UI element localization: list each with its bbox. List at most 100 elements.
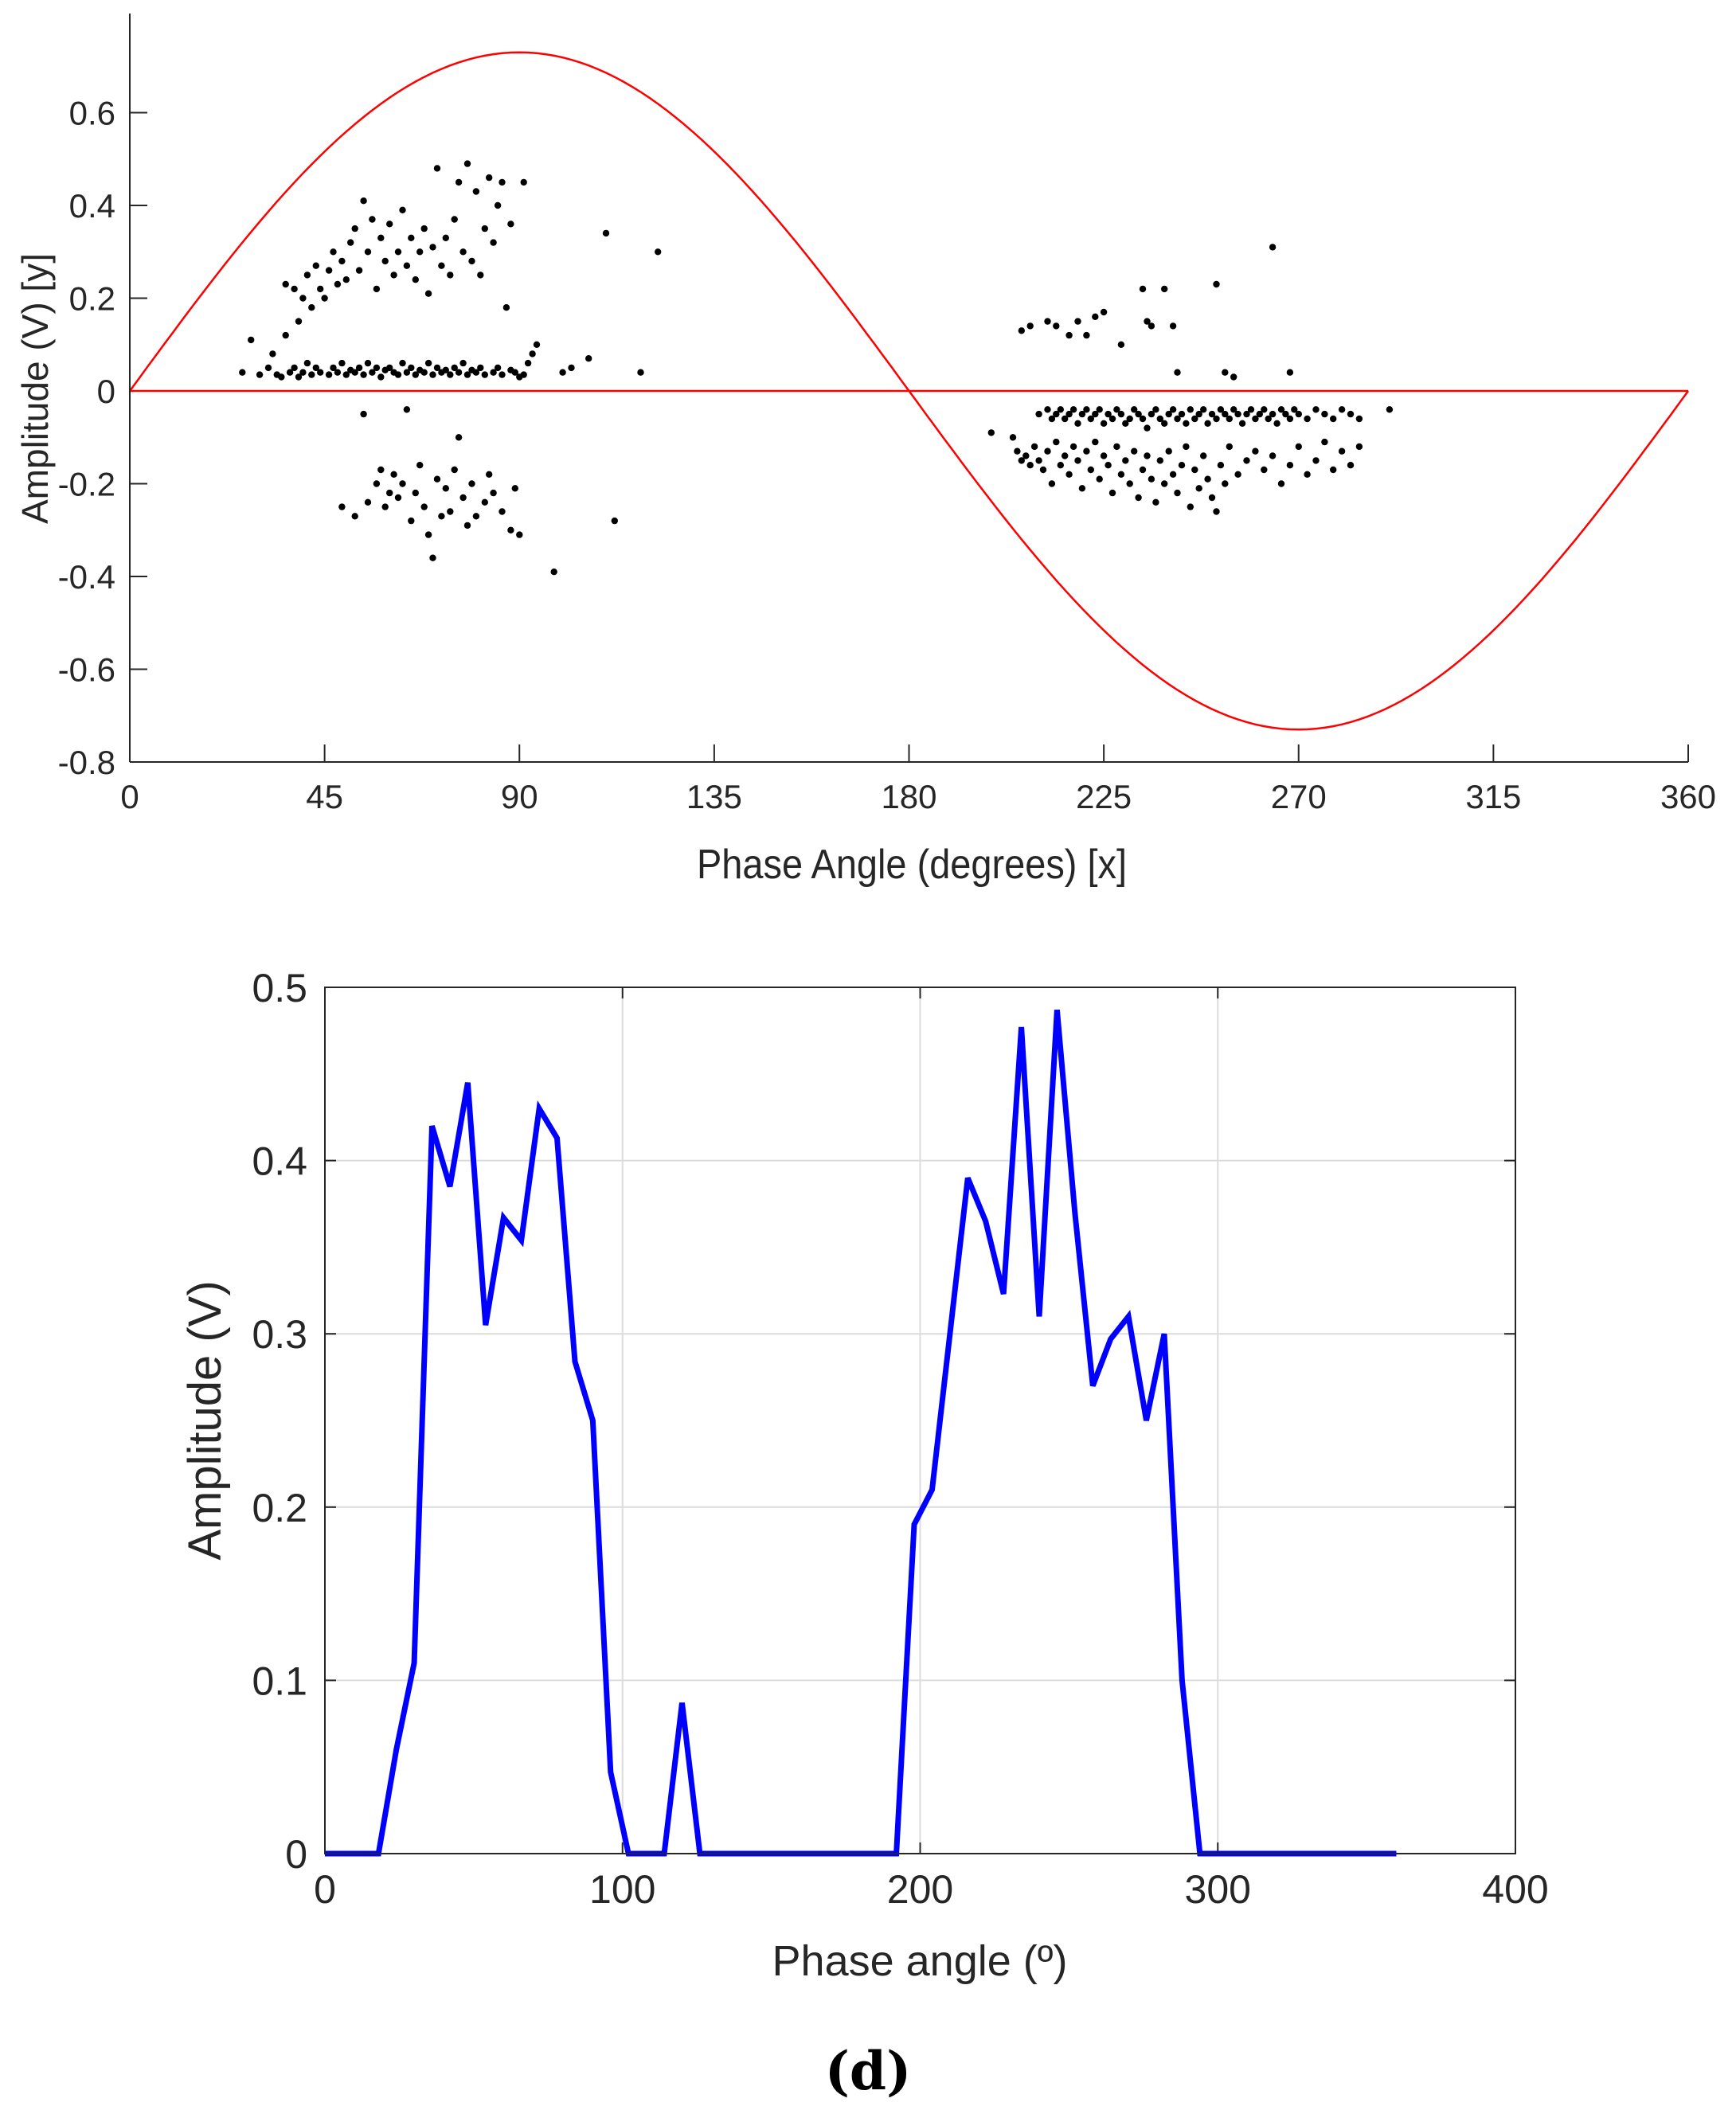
- scatter-point: [1018, 457, 1026, 464]
- scatter-point: [1148, 322, 1155, 330]
- scatter-point: [490, 239, 497, 246]
- scatter-point: [303, 272, 311, 279]
- scatter-point: [1100, 308, 1108, 316]
- scatter-point: [1083, 331, 1090, 339]
- scatter-point: [424, 531, 432, 538]
- scatter-point: [269, 350, 276, 358]
- line-y-tick-label: 0.1: [252, 1659, 307, 1703]
- scatter-point: [429, 554, 436, 561]
- scatter-point: [455, 369, 463, 376]
- scatter-point: [256, 371, 264, 378]
- scatter-point: [312, 262, 319, 269]
- scatter-point: [1213, 415, 1220, 423]
- scatter-point: [317, 369, 324, 376]
- scatter-x-tick-label: 225: [1076, 778, 1132, 815]
- scatter-point: [347, 239, 354, 246]
- scatter-point: [1074, 420, 1081, 427]
- scatter-point: [481, 498, 488, 506]
- scatter-point: [1030, 443, 1038, 451]
- scatter-point: [507, 526, 514, 533]
- scatter-point: [412, 489, 419, 497]
- scatter-point: [585, 355, 592, 362]
- scatter-point: [1169, 322, 1177, 330]
- scatter-point: [291, 285, 298, 293]
- scatter-point: [1234, 410, 1241, 418]
- scatter-point: [381, 257, 389, 265]
- scatter-point: [1273, 420, 1280, 427]
- scatter-point: [455, 434, 463, 441]
- scatter-point: [360, 371, 367, 378]
- scatter-point: [1156, 415, 1164, 423]
- scatter-point: [1044, 318, 1051, 325]
- scatter-point: [655, 248, 662, 256]
- scatter-y-tick-label: 0.2: [69, 280, 115, 318]
- line-y-tick-label: 0.5: [252, 966, 307, 1010]
- scatter-point: [1165, 447, 1172, 455]
- scatter-point: [550, 569, 557, 576]
- scatter-point: [286, 369, 294, 376]
- scatter-point: [429, 371, 436, 378]
- line-x-tick-label: 100: [589, 1867, 655, 1912]
- scatter-point: [459, 494, 467, 502]
- scatter-point: [1139, 466, 1147, 474]
- scatter-point: [494, 364, 502, 372]
- scatter-point: [1183, 420, 1190, 427]
- scatter-point: [433, 364, 441, 372]
- scatter-point: [1195, 410, 1202, 418]
- scatter-point: [408, 364, 415, 372]
- scatter-point: [502, 304, 510, 311]
- scatter-point: [1386, 406, 1394, 413]
- scatter-y-tick-label: -0.6: [58, 651, 115, 689]
- scatter-point: [468, 480, 475, 487]
- scatter-point: [442, 234, 449, 241]
- scatter-point: [1277, 480, 1285, 487]
- scatter-point: [408, 234, 415, 241]
- scatter-point: [1044, 447, 1051, 455]
- scatter-point: [477, 272, 484, 279]
- scatter-point: [1144, 424, 1151, 432]
- scatter-point: [1187, 503, 1194, 510]
- scatter-point: [1022, 452, 1030, 459]
- scatter-point: [264, 364, 272, 372]
- scatter-point: [342, 371, 350, 378]
- scatter-point: [278, 373, 285, 381]
- scatter-point: [442, 366, 449, 373]
- scatter-point: [420, 369, 428, 376]
- scatter-point: [420, 503, 428, 510]
- scatter-point: [239, 369, 246, 376]
- scatter-point: [1105, 410, 1112, 418]
- scatter-point: [342, 276, 350, 283]
- scatter-point: [447, 508, 454, 515]
- scatter-point: [433, 475, 441, 483]
- scatter-point: [303, 359, 311, 367]
- scatter-point: [399, 359, 406, 367]
- scatter-point: [291, 364, 298, 372]
- scatter-point: [386, 221, 393, 228]
- scatter-y-tick-label: 0.6: [69, 95, 115, 132]
- scatter-point: [386, 489, 393, 497]
- scatter-x-tick-label: 90: [501, 778, 538, 815]
- scatter-y-tick-label: -0.4: [58, 558, 115, 596]
- scatter-point: [416, 248, 424, 256]
- scatter-point: [516, 531, 523, 538]
- scatter-point: [1234, 471, 1241, 478]
- scatter-point: [248, 336, 255, 344]
- scatter-point: [360, 410, 367, 418]
- scatter-point: [394, 248, 402, 256]
- scatter-point: [394, 371, 402, 378]
- line-plot-frame: [324, 987, 1516, 1854]
- scatter-reference-curves: [128, 51, 1690, 731]
- scatter-point: [529, 350, 536, 358]
- line-x-tick-label: 300: [1185, 1867, 1251, 1912]
- scatter-point: [1282, 410, 1289, 418]
- scatter-point: [295, 373, 303, 381]
- scatter-point: [1312, 457, 1320, 464]
- scatter-point: [1295, 410, 1303, 418]
- scatter-point: [1230, 373, 1237, 381]
- scatter-point: [377, 466, 385, 474]
- scatter-point: [1191, 415, 1198, 423]
- scatter-point: [494, 201, 502, 209]
- scatter-point: [377, 234, 385, 241]
- scatter-point: [486, 174, 493, 182]
- scatter-point: [334, 369, 342, 376]
